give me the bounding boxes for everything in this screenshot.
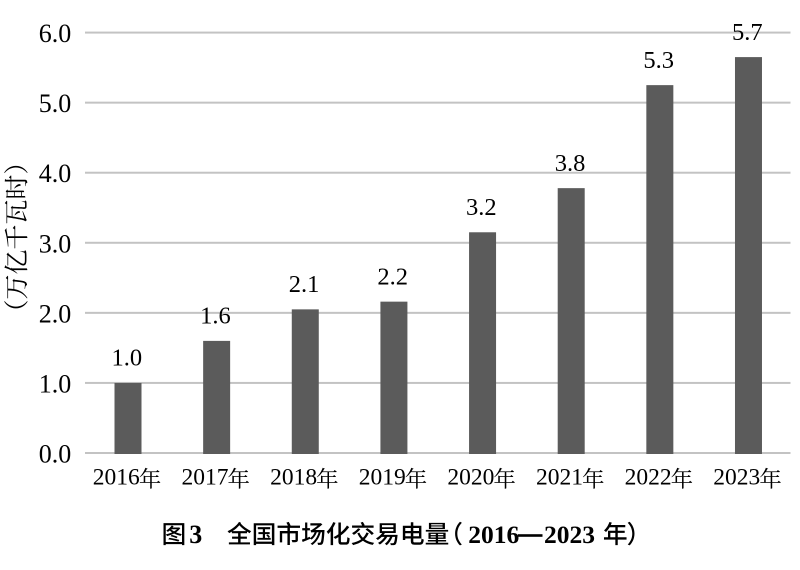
svg-text:2017: 2017 [181,465,228,491]
svg-text:2019: 2019 [359,465,406,491]
svg-text:6.0: 6.0 [39,19,72,48]
svg-text:5.3: 5.3 [643,47,674,74]
svg-text:2.1: 2.1 [289,271,320,298]
svg-text:2020: 2020 [447,465,494,491]
svg-text:5.7: 5.7 [732,19,763,46]
svg-text:3.0: 3.0 [39,229,72,258]
svg-text:1.0: 1.0 [39,369,72,398]
svg-text:3: 3 [189,520,202,549]
svg-text:4.0: 4.0 [39,159,72,188]
svg-text:2023: 2023 [544,520,595,549]
svg-text:0.0: 0.0 [39,440,72,469]
svg-text:2021: 2021 [536,465,583,491]
svg-text:1.6: 1.6 [200,303,231,330]
svg-text:3.8: 3.8 [555,150,586,177]
svg-text:2023: 2023 [713,465,760,491]
svg-text:2016: 2016 [93,465,140,491]
svg-text:1.0: 1.0 [111,345,142,372]
svg-text:3.2: 3.2 [466,194,497,221]
svg-text:5.0: 5.0 [39,89,72,118]
svg-text:2016: 2016 [468,520,519,549]
svg-text:2022: 2022 [625,465,672,491]
svg-text:2.2: 2.2 [377,263,408,290]
svg-text:2018: 2018 [270,465,317,491]
svg-text:2.0: 2.0 [39,299,72,328]
